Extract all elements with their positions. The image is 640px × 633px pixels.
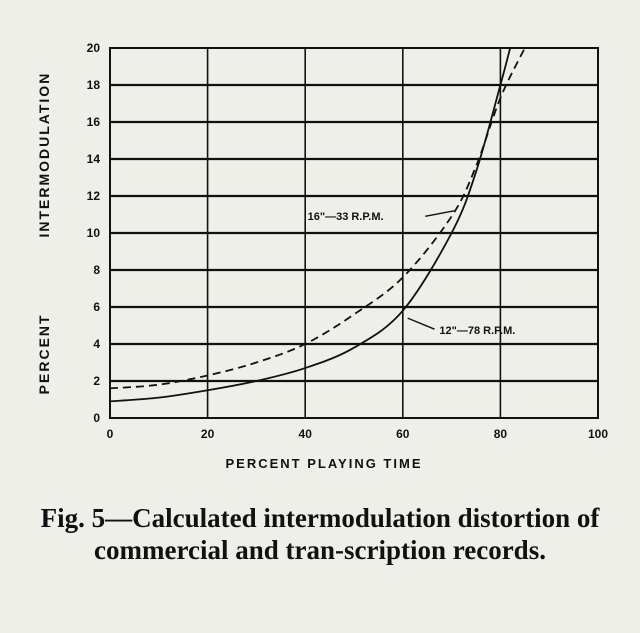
leader-line: [425, 210, 455, 218]
x-axis-label: PERCENT PLAYING TIME: [226, 456, 423, 471]
x-tick-label: 40: [299, 427, 313, 441]
y-tick-label: 10: [87, 226, 101, 240]
series-line-12in-78rpm: [109, 47, 512, 403]
x-tick-label: 60: [396, 427, 410, 441]
leader-line: [407, 317, 435, 330]
y-tick-label: 0: [93, 411, 100, 425]
series-label-16in-33rpm: 16"—33 R.P.M.: [308, 211, 384, 223]
series-label-12in-78rpm: 12"—78 R.P.M.: [439, 325, 515, 337]
y-axis-label: PERCENT INTERMODULATION: [36, 72, 52, 395]
series-layer: [109, 47, 526, 403]
y-tick-label: 8: [93, 263, 100, 277]
x-tick-label: 100: [588, 427, 608, 441]
y-tick-label: 20: [87, 41, 101, 55]
y-tick-label: 14: [87, 152, 101, 166]
tick-labels: 0 2 4 6 8 10 12 14 16 18 20 0 20 40 60 80 100: [87, 41, 609, 441]
x-tick-label: 20: [201, 427, 215, 441]
y-tick-label: 18: [87, 78, 101, 92]
grid: [110, 48, 598, 418]
y-tick-label: 6: [93, 300, 100, 314]
y-tick-label: 4: [93, 337, 100, 351]
y-tick-label: 16: [87, 115, 101, 129]
plot-frame: [109, 47, 599, 419]
x-tick-label: 0: [107, 427, 114, 441]
y-tick-label: 12: [87, 189, 101, 203]
x-tick-label: 80: [494, 427, 508, 441]
y-tick-label: 2: [93, 374, 100, 388]
figure-caption: Fig. 5—Calculated intermodulation distor…: [40, 503, 600, 565]
curve-labels: 16"—33 R.P.M. 12"—78 R.P.M.: [308, 211, 516, 337]
chart: 0 2 4 6 8 10 12 14 16 18 20 0 20 40 60 80 100 PERCENT PL…: [36, 41, 609, 471]
